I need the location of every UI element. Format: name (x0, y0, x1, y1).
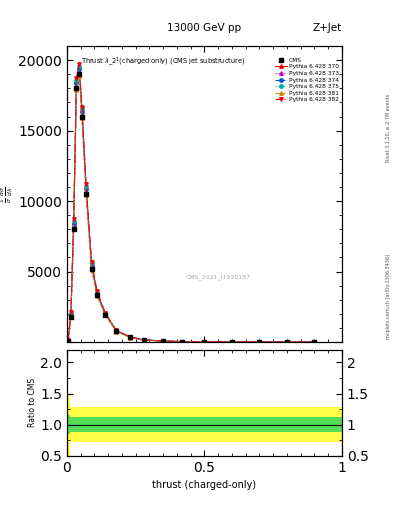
Text: 13000 GeV pp: 13000 GeV pp (167, 23, 241, 33)
Legend: CMS, Pythia 6.428 370, Pythia 6.428 373, Pythia 6.428 374, Pythia 6.428 375, Pyt: CMS, Pythia 6.428 370, Pythia 6.428 373,… (274, 57, 340, 103)
X-axis label: thrust (charged-only): thrust (charged-only) (152, 480, 256, 490)
Text: CMS_2021_I1920187: CMS_2021_I1920187 (185, 274, 251, 280)
Y-axis label: $\frac{1}{\sigma}$ $\frac{d\sigma}{d\lambda}$: $\frac{1}{\sigma}$ $\frac{d\sigma}{d\lam… (0, 185, 15, 203)
Text: mcplots.cern.ch [arXiv:1306.3436]: mcplots.cern.ch [arXiv:1306.3436] (386, 254, 391, 339)
Text: Rivet 3.1.10, ≥ 2.7M events: Rivet 3.1.10, ≥ 2.7M events (386, 94, 391, 162)
Y-axis label: Ratio to CMS: Ratio to CMS (28, 378, 37, 428)
Text: Thrust $\lambda\_2^1$(charged only) (CMS jet substructure): Thrust $\lambda\_2^1$(charged only) (CMS… (81, 55, 245, 68)
Text: Z+Jet: Z+Jet (313, 23, 342, 33)
